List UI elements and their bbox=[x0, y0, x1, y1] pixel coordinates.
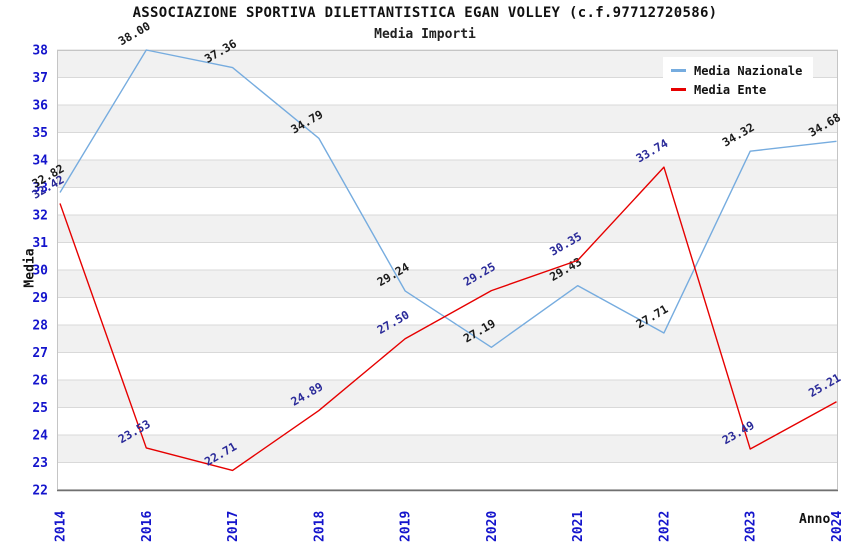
series-line-media-ente bbox=[59, 166, 837, 472]
legend-swatch-media-ente bbox=[671, 88, 686, 91]
y-tick-label: 30 bbox=[32, 264, 48, 279]
x-tick-label: 2016 bbox=[140, 511, 155, 542]
chart-subtitle: Media Importi bbox=[374, 27, 476, 42]
legend-item-media-nazionale: Media Nazionale bbox=[671, 61, 807, 80]
y-tick-label: 22 bbox=[32, 484, 48, 499]
legend-label: Media Ente bbox=[694, 82, 767, 97]
chart-title: ASSOCIAZIONE SPORTIVA DILETTANTISTICA EG… bbox=[132, 5, 718, 21]
x-tick-label: 2021 bbox=[571, 511, 586, 542]
y-tick-label: 31 bbox=[32, 236, 48, 251]
x-tick-label: 2017 bbox=[226, 511, 241, 542]
plot-band bbox=[57, 380, 838, 408]
y-tick-label: 38 bbox=[32, 44, 48, 59]
x-tick-label: 2014 bbox=[54, 511, 69, 542]
y-tick-label: 37 bbox=[32, 71, 48, 86]
y-tick-label: 23 bbox=[32, 456, 48, 471]
y-tick-label: 24 bbox=[32, 429, 48, 444]
series-line-media-nazionale bbox=[59, 49, 837, 348]
x-axis-title: Anno bbox=[799, 512, 831, 527]
y-tick-label: 34 bbox=[32, 154, 48, 169]
plot-band bbox=[57, 270, 838, 298]
legend-item-media-ente: Media Ente bbox=[671, 80, 807, 99]
y-tick-label: 29 bbox=[32, 291, 48, 306]
plot-band bbox=[57, 160, 838, 188]
x-tick-label: 2018 bbox=[312, 511, 327, 542]
y-tick-label: 35 bbox=[32, 126, 48, 141]
legend: Media Nazionale Media Ente bbox=[663, 57, 813, 104]
y-tick-label: 26 bbox=[32, 374, 48, 389]
x-tick-label: 2024 bbox=[830, 511, 845, 542]
plot-band bbox=[57, 325, 838, 353]
y-tick-label: 28 bbox=[32, 319, 48, 334]
x-tick-label: 2020 bbox=[485, 511, 500, 542]
y-tick-label: 36 bbox=[32, 99, 48, 114]
legend-label: Media Nazionale bbox=[694, 63, 803, 78]
x-tick-label: 2023 bbox=[744, 511, 759, 542]
plot-border bbox=[57, 50, 838, 490]
y-tick-label: 25 bbox=[32, 401, 48, 416]
plot-band bbox=[57, 215, 838, 243]
x-tick-label: 2019 bbox=[399, 511, 414, 542]
y-axis-title: Media bbox=[22, 248, 38, 288]
x-tick-label: 2022 bbox=[657, 511, 672, 542]
plot-band bbox=[57, 435, 838, 463]
y-tick-label: 32 bbox=[32, 209, 48, 224]
plot-band bbox=[57, 105, 838, 133]
y-tick-label: 33 bbox=[32, 181, 48, 196]
y-tick-label: 27 bbox=[32, 346, 48, 361]
legend-swatch-media-nazionale bbox=[671, 69, 686, 72]
